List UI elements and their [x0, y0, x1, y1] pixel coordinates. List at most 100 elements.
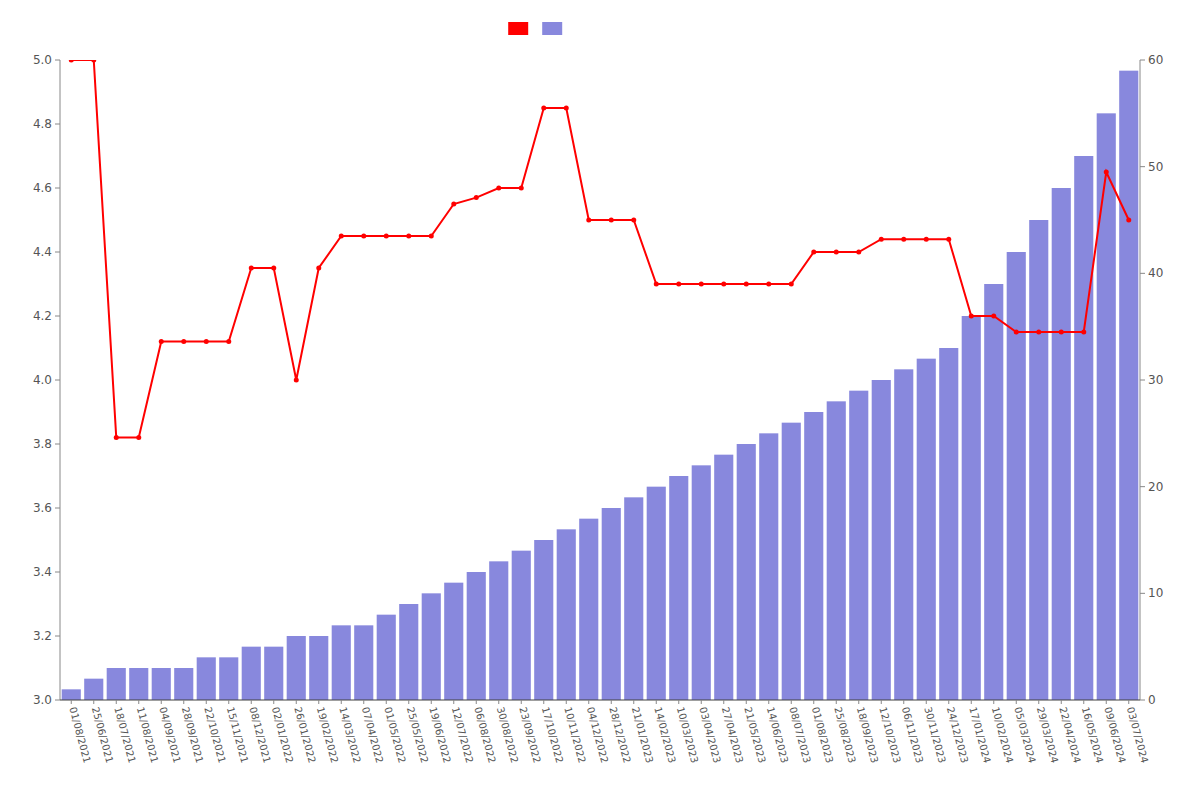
line-marker [249, 266, 254, 271]
line-marker [159, 339, 164, 344]
tick-label: 12/07/2022 [450, 706, 476, 765]
tick-label: 14/03/2022 [337, 706, 363, 765]
line-marker [496, 186, 501, 191]
line [71, 60, 1129, 438]
tick [55, 636, 60, 637]
tick-label: 05/03/2024 [1012, 706, 1038, 765]
line-marker [136, 435, 141, 440]
tick-label: 10/03/2023 [675, 706, 701, 765]
line-marker [586, 218, 591, 223]
bar [759, 433, 778, 700]
tick-label: 06/08/2022 [472, 706, 498, 765]
tick [903, 700, 904, 704]
tick-label: 07/04/2022 [360, 706, 386, 765]
tick [55, 316, 60, 317]
tick [228, 700, 229, 704]
tick-label: 14/02/2023 [652, 706, 678, 765]
tick [521, 700, 522, 704]
tick-label: 24/12/2023 [945, 706, 971, 765]
tick-label: 29/03/2024 [1035, 706, 1061, 765]
tick-label: 5.0 [33, 53, 52, 67]
tick-label: 28/12/2022 [607, 706, 633, 765]
line-marker [181, 339, 186, 344]
tick [948, 700, 949, 704]
plot-area [62, 60, 1139, 700]
line-marker [519, 186, 524, 191]
tick-label: 22/04/2024 [1057, 706, 1083, 765]
bar [242, 647, 261, 700]
tick-label: 4.2 [33, 309, 52, 323]
bar [84, 679, 103, 700]
tick [1140, 166, 1145, 167]
tick [1038, 700, 1039, 704]
tick [1140, 273, 1145, 274]
bar [332, 625, 351, 700]
tick [611, 700, 612, 704]
tick-label: 4.8 [33, 117, 52, 131]
bar [467, 572, 486, 700]
tick [1061, 700, 1062, 704]
line-marker [294, 378, 299, 383]
tick [1016, 700, 1017, 704]
tick [926, 700, 927, 704]
bar [399, 604, 418, 700]
bar [647, 487, 666, 700]
line-marker [699, 282, 704, 287]
tick-label: 3.2 [33, 629, 52, 643]
tick [971, 700, 972, 704]
bar [782, 423, 801, 700]
tick-label: 18/07/2021 [112, 706, 138, 765]
tick-label: 3.0 [33, 693, 52, 707]
tick [723, 700, 724, 704]
tick [881, 700, 882, 704]
legend [508, 22, 562, 35]
bar [827, 401, 846, 700]
tick-label: 3.4 [33, 565, 52, 579]
line-marker [631, 218, 636, 223]
tick [498, 700, 499, 704]
line-marker [204, 339, 209, 344]
tick [836, 700, 837, 704]
tick-label: 27/04/2023 [720, 706, 746, 765]
tick-label: 25/05/2022 [405, 706, 431, 765]
tick-label: 06/11/2023 [900, 706, 926, 765]
line-marker [316, 266, 321, 271]
tick-label: 25/08/2023 [832, 706, 858, 765]
bar [152, 668, 171, 700]
tick [1083, 700, 1084, 704]
tick [746, 700, 747, 704]
tick-label: 12/10/2023 [877, 706, 903, 765]
tick [161, 700, 162, 704]
tick-label: 4.4 [33, 245, 52, 259]
line-marker [361, 234, 366, 239]
tick [55, 60, 60, 61]
tick-label: 3.8 [33, 437, 52, 451]
tick [858, 700, 859, 704]
tick-label: 30 [1148, 373, 1163, 387]
bar [129, 668, 148, 700]
tick [813, 700, 814, 704]
tick-label: 03/07/2024 [1125, 706, 1151, 765]
tick-label: 01/08/2021 [67, 706, 93, 765]
tick [251, 700, 252, 704]
tick [408, 700, 409, 704]
tick-label: 4.6 [33, 181, 52, 195]
tick [55, 380, 60, 381]
line-marker [564, 106, 569, 111]
tick [701, 700, 702, 704]
bar [872, 380, 891, 700]
bar [939, 348, 958, 700]
line-marker [811, 250, 816, 255]
tick-label: 10/02/2024 [990, 706, 1016, 765]
tick [71, 700, 72, 704]
tick [543, 700, 544, 704]
bar [984, 284, 1003, 700]
tick [1140, 380, 1145, 381]
tick [116, 700, 117, 704]
bar [309, 636, 328, 700]
line-marker [384, 234, 389, 239]
line-marker [114, 435, 119, 440]
tick-label: 30/11/2023 [922, 706, 948, 765]
legend-swatch [542, 22, 562, 35]
tick [1106, 700, 1107, 704]
